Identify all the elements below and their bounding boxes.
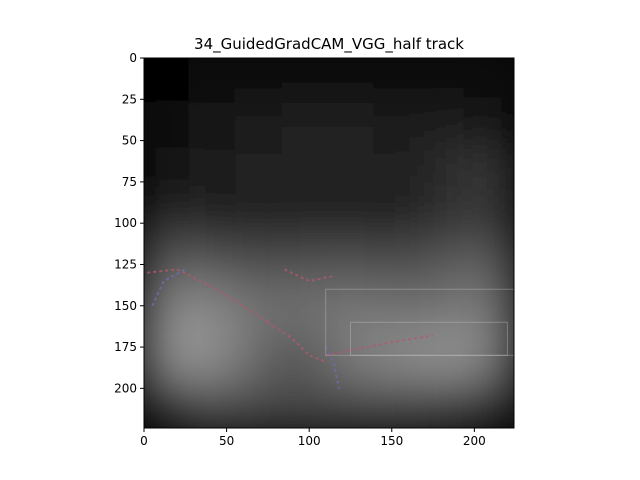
y-tick-label: 125 xyxy=(114,257,137,271)
heatmap-cell xyxy=(419,287,470,338)
heatmap-cell xyxy=(144,194,193,245)
x-tick-label: 100 xyxy=(298,434,321,448)
heatmap-cell xyxy=(373,102,424,153)
saliency-outline xyxy=(325,288,514,356)
saliency-stroke xyxy=(151,268,186,307)
heatmap-cell xyxy=(373,287,424,338)
heatmap-cell xyxy=(144,379,193,428)
heatmap-cell xyxy=(419,148,470,199)
chart-title: 34_GuidedGradCAM_VGG_half track xyxy=(194,35,464,54)
y-tick-label: 175 xyxy=(114,340,137,354)
saliency-stroke xyxy=(147,268,269,324)
x-axis-ticks: 0 50 100 150 200 xyxy=(140,428,486,448)
heatmap-cell xyxy=(419,194,470,245)
heatmap-cell xyxy=(280,58,331,107)
saliency-outline xyxy=(349,321,508,356)
heatmap-cell xyxy=(465,102,514,153)
heatmap-cell xyxy=(419,102,470,153)
x-tick-label: 200 xyxy=(463,434,486,448)
heatmap-cell xyxy=(188,58,239,107)
saliency-stroke xyxy=(267,321,327,363)
saliency-texture xyxy=(147,268,514,389)
heatmap-cell xyxy=(234,58,285,107)
y-tick-label: 50 xyxy=(122,134,137,148)
heatmap-cell xyxy=(373,58,424,107)
saliency-stroke xyxy=(324,346,340,389)
y-tick-label: 0 xyxy=(129,51,137,65)
heatmap-cell xyxy=(327,58,378,107)
heatmap-cell xyxy=(280,148,331,199)
heatmap-cell xyxy=(419,333,470,384)
x-tick-label: 50 xyxy=(219,434,234,448)
heatmap-cell xyxy=(327,333,378,384)
heatmap-cell xyxy=(188,194,239,245)
y-tick-label: 200 xyxy=(114,381,137,395)
heatmap-cell xyxy=(188,287,239,338)
heatmap-cell xyxy=(144,102,193,153)
heatmap-cell xyxy=(327,287,378,338)
heatmap-cell xyxy=(234,333,285,384)
heatmap-cell xyxy=(465,58,514,107)
heatmap-cell xyxy=(373,194,424,245)
heatmap-cell xyxy=(373,379,424,428)
heatmap-cell xyxy=(234,148,285,199)
axes-frame xyxy=(143,57,515,429)
heatmap-cell xyxy=(327,102,378,153)
heatmap-cell xyxy=(234,194,285,245)
saliency-stroke xyxy=(283,268,335,283)
y-axis-ticks: 0 25 50 75 100 125 150 175 200 xyxy=(114,51,144,395)
heatmap-cell xyxy=(280,194,331,245)
heatmap-cell xyxy=(419,241,470,292)
heatmap-cell xyxy=(234,241,285,292)
x-tick-label: 150 xyxy=(380,434,403,448)
heatmap-cell xyxy=(234,379,285,428)
y-tick-label: 25 xyxy=(122,92,137,106)
y-tick-label: 100 xyxy=(114,216,137,230)
heatmap-cell xyxy=(465,287,514,338)
heatmap-cell xyxy=(280,333,331,384)
heatmap-cell xyxy=(465,379,514,428)
heatmap-cell xyxy=(327,379,378,428)
heatmap-cell xyxy=(280,241,331,292)
heatmap-cell xyxy=(144,148,193,199)
y-tick-label: 75 xyxy=(122,175,137,189)
heatmap-cell xyxy=(465,148,514,199)
heatmap-cell xyxy=(234,287,285,338)
plot-area xyxy=(144,58,514,428)
heatmap-cell xyxy=(144,58,193,107)
heatmap-cell xyxy=(419,379,470,428)
heatmap-cell xyxy=(327,194,378,245)
heatmap-cell xyxy=(144,287,193,338)
heatmap-cell xyxy=(234,102,285,153)
heatmap-cell xyxy=(188,148,239,199)
heatmap-cell xyxy=(144,241,193,292)
heatmap-cell xyxy=(188,241,239,292)
heatmap-cell xyxy=(280,287,331,338)
heatmap-cell xyxy=(188,102,239,153)
x-tick-label: 0 xyxy=(140,434,148,448)
heatmap-cells xyxy=(144,58,514,428)
heatmap-cell xyxy=(373,148,424,199)
heatmap-cell xyxy=(419,58,470,107)
heatmap-cell xyxy=(188,333,239,384)
heatmap-cell xyxy=(280,102,331,153)
heatmap-cell xyxy=(465,333,514,384)
heatmap-cell xyxy=(327,148,378,199)
saliency-stroke xyxy=(325,334,434,357)
heatmap-cell xyxy=(280,379,331,428)
heatmap-cell xyxy=(373,241,424,292)
heatmap-cell xyxy=(188,379,239,428)
heatmap-cell xyxy=(465,241,514,292)
y-tick-label: 150 xyxy=(114,299,137,313)
heatmap-cell xyxy=(465,194,514,245)
heatmap-cell xyxy=(327,241,378,292)
heatmap-cell xyxy=(144,333,193,384)
